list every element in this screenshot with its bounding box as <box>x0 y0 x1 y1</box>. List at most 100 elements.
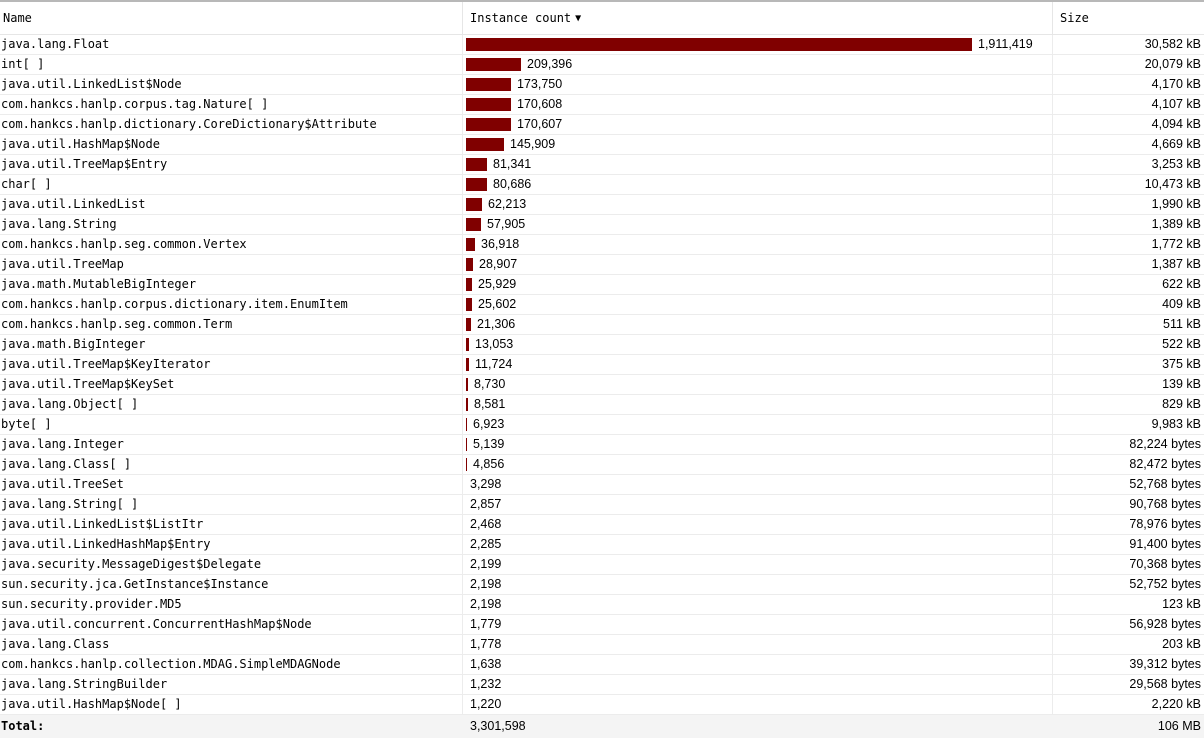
size-value: 1,772 kB <box>1151 237 1201 251</box>
class-name: java.util.LinkedList$Node <box>0 75 463 94</box>
table-row[interactable]: java.lang.Class 1,778 203 kB <box>0 635 1204 655</box>
table-row[interactable]: java.security.MessageDigest$Delegate 2,19… <box>0 555 1204 575</box>
table-row[interactable]: java.util.TreeSet 3,298 52,768 bytes <box>0 475 1204 495</box>
instance-count-cell: 8,581 <box>463 395 1053 414</box>
size-value: 82,224 bytes <box>1129 437 1201 451</box>
instance-count-bar <box>466 358 469 371</box>
instance-count-cell: 173,750 <box>463 75 1053 94</box>
table-row[interactable]: java.math.BigInteger 13,053 522 kB <box>0 335 1204 355</box>
instance-count-cell: 145,909 <box>463 135 1053 154</box>
size-value: 1,990 kB <box>1151 197 1201 211</box>
table-row[interactable]: java.util.TreeMap$KeySet 8,730 139 kB <box>0 375 1204 395</box>
class-name: java.lang.StringBuilder <box>0 675 463 694</box>
table-row[interactable]: java.util.LinkedList 62,213 1,990 kB <box>0 195 1204 215</box>
table-row[interactable]: java.util.HashMap$Node 145,909 4,669 kB <box>0 135 1204 155</box>
column-header-size-label: Size <box>1060 11 1089 25</box>
size-value: 39,312 bytes <box>1129 657 1201 671</box>
class-name: sun.security.provider.MD5 <box>0 595 463 614</box>
instance-count-value: 8,581 <box>474 397 506 411</box>
instance-count-value: 5,139 <box>473 437 505 451</box>
instance-count-cell: 1,779 <box>463 615 1053 634</box>
table-row[interactable]: java.util.TreeMap$KeyIterator 11,724 375 k… <box>0 355 1204 375</box>
table-header: Name Instance count ▼ Size <box>0 2 1204 35</box>
instance-count-value: 2,857 <box>470 497 502 511</box>
size-value: 30,582 kB <box>1144 37 1201 51</box>
size-value: 82,472 bytes <box>1129 457 1201 471</box>
table-row[interactable]: java.util.LinkedHashMap$Entry 2,285 91,400… <box>0 535 1204 555</box>
table-body: java.lang.Float 1,911,419 30,582 kB int[ ] 2… <box>0 35 1204 715</box>
instance-count-value: 80,686 <box>493 177 532 191</box>
table-row[interactable]: java.util.TreeMap$Entry 81,341 3,253 kB <box>0 155 1204 175</box>
class-name: java.lang.Float <box>0 35 463 54</box>
instance-count-cell: 2,198 <box>463 575 1053 594</box>
column-header-size[interactable]: Size <box>1053 2 1204 34</box>
instance-count-cell: 28,907 <box>463 255 1053 274</box>
table-row[interactable]: java.util.LinkedList$Node 173,750 4,170 kB <box>0 75 1204 95</box>
instance-count-value: 2,198 <box>470 577 502 591</box>
class-name: java.util.TreeMap$Entry <box>0 155 463 174</box>
table-row[interactable]: com.hankcs.hanlp.corpus.tag.Nature[ ] 170… <box>0 95 1204 115</box>
class-name: java.math.BigInteger <box>0 335 463 354</box>
table-row[interactable]: sun.security.jca.GetInstance$Instance 2,1… <box>0 575 1204 595</box>
instance-count-bar <box>466 78 511 91</box>
class-name: com.hankcs.hanlp.corpus.dictionary.item.… <box>0 295 463 314</box>
instance-count-cell: 3,298 <box>463 475 1053 494</box>
column-header-instance-count[interactable]: Instance count ▼ <box>463 2 1053 34</box>
instance-count-value: 2,285 <box>470 537 502 551</box>
size-value: 10,473 kB <box>1144 177 1201 191</box>
table-row[interactable]: com.hankcs.hanlp.seg.common.Term 21,306 51… <box>0 315 1204 335</box>
table-row[interactable]: java.lang.String[ ] 2,857 90,768 bytes <box>0 495 1204 515</box>
table-row[interactable]: java.lang.Class[ ] 4,856 82,472 bytes <box>0 455 1204 475</box>
instance-count-value: 1,911,419 <box>978 37 1033 51</box>
instance-count-bar <box>466 138 504 151</box>
class-name: com.hankcs.hanlp.seg.common.Term <box>0 315 463 334</box>
size-value: 375 kB <box>1162 357 1201 371</box>
class-name: java.lang.Object[ ] <box>0 395 463 414</box>
class-name: java.util.TreeMap$KeySet <box>0 375 463 394</box>
size-value: 622 kB <box>1162 277 1201 291</box>
table-row[interactable]: sun.security.provider.MD5 2,198 123 kB <box>0 595 1204 615</box>
table-row[interactable]: java.util.HashMap$Node[ ] 1,220 2,220 kB <box>0 695 1204 715</box>
instance-count-cell: 170,608 <box>463 95 1053 114</box>
instance-count-bar <box>466 338 469 351</box>
column-header-name[interactable]: Name <box>0 2 463 34</box>
table-row[interactable]: com.hankcs.hanlp.corpus.dictionary.item.… <box>0 295 1204 315</box>
instance-count-value: 57,905 <box>487 217 526 231</box>
table-row[interactable]: java.lang.Float 1,911,419 30,582 kB <box>0 35 1204 55</box>
table-row[interactable]: java.util.LinkedList$ListItr 2,468 78,976 … <box>0 515 1204 535</box>
table-row[interactable]: byte[ ] 6,923 9,983 kB <box>0 415 1204 435</box>
size-value: 9,983 kB <box>1151 417 1201 431</box>
instance-count-cell: 81,341 <box>463 155 1053 174</box>
class-name: com.hankcs.hanlp.corpus.tag.Nature[ ] <box>0 95 463 114</box>
table-row[interactable]: java.util.concurrent.ConcurrentHashMap$N… <box>0 615 1204 635</box>
table-row[interactable]: com.hankcs.hanlp.dictionary.CoreDictiona… <box>0 115 1204 135</box>
table-row[interactable]: char[ ] 80,686 10,473 kB <box>0 175 1204 195</box>
size-value: 409 kB <box>1162 297 1201 311</box>
class-name: java.math.MutableBigInteger <box>0 275 463 294</box>
table-row[interactable]: java.lang.Integer 5,139 82,224 bytes <box>0 435 1204 455</box>
class-name: java.util.TreeSet <box>0 475 463 494</box>
table-row[interactable]: java.math.MutableBigInteger 25,929 622 kB <box>0 275 1204 295</box>
instance-count-value: 145,909 <box>510 137 556 151</box>
size-value: 123 kB <box>1162 597 1201 611</box>
total-size: 106 MB <box>1157 719 1201 733</box>
size-value: 1,389 kB <box>1151 217 1201 231</box>
instance-count-value: 3,298 <box>470 477 502 491</box>
table-row[interactable]: int[ ] 209,396 20,079 kB <box>0 55 1204 75</box>
class-name: java.util.TreeMap <box>0 255 463 274</box>
table-row[interactable]: java.util.TreeMap 28,907 1,387 kB <box>0 255 1204 275</box>
table-row[interactable]: com.hankcs.hanlp.seg.common.Vertex 36,918… <box>0 235 1204 255</box>
instance-count-bar <box>466 178 487 191</box>
table-row[interactable]: java.lang.String 57,905 1,389 kB <box>0 215 1204 235</box>
instance-count-cell: 2,857 <box>463 495 1053 514</box>
class-name: java.util.HashMap$Node[ ] <box>0 695 463 714</box>
table-row[interactable]: java.lang.Object[ ] 8,581 829 kB <box>0 395 1204 415</box>
instance-count-value: 2,199 <box>470 557 502 571</box>
table-row[interactable]: com.hankcs.hanlp.collection.MDAG.SimpleM… <box>0 655 1204 675</box>
instance-count-value: 36,918 <box>481 237 520 251</box>
total-count: 3,301,598 <box>470 719 526 733</box>
instance-count-cell: 21,306 <box>463 315 1053 334</box>
size-value: 203 kB <box>1162 637 1201 651</box>
table-row[interactable]: java.lang.StringBuilder 1,232 29,568 bytes <box>0 675 1204 695</box>
class-name: java.lang.Integer <box>0 435 463 454</box>
